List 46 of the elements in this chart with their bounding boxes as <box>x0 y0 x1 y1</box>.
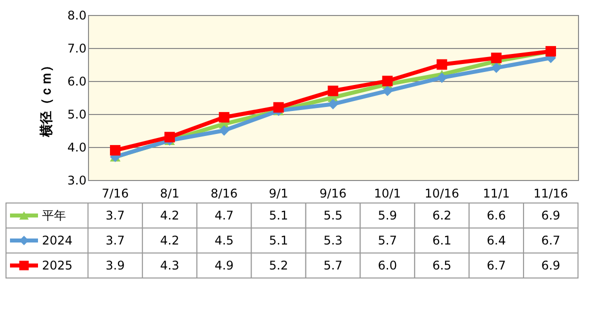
data-label: 4.9 <box>214 258 234 272</box>
data-label: 3.7 <box>106 234 125 248</box>
x-tick-label: 8/1 <box>160 186 180 200</box>
x-tick-label: 11/16 <box>533 186 568 200</box>
data-label: 5.2 <box>269 258 288 272</box>
data-label: 6.7 <box>541 234 560 248</box>
data-label: 5.1 <box>269 234 288 248</box>
data-label: 6.5 <box>432 258 452 272</box>
x-tick-label: 7/16 <box>102 186 129 200</box>
data-label: 5.7 <box>323 258 343 272</box>
data-label: 6.4 <box>486 234 506 248</box>
data-label: 6.1 <box>432 234 452 248</box>
x-tick-label: 10/16 <box>424 186 460 200</box>
data-label: 4.2 <box>160 234 180 248</box>
data-label: 5.1 <box>269 208 288 222</box>
data-label: 6.9 <box>541 208 560 222</box>
data-label: 3.9 <box>106 258 125 272</box>
x-tick-label: 10/1 <box>374 186 401 200</box>
y-tick-label: 4.0 <box>67 140 86 154</box>
data-label: 6.6 <box>486 208 506 222</box>
data-label: 5.9 <box>378 208 397 222</box>
y-tick-label: 6.0 <box>67 74 86 88</box>
data-label: 4.2 <box>160 208 180 222</box>
data-label: 4.3 <box>160 258 180 272</box>
legend-label: 2025 <box>42 258 73 272</box>
data-label: 5.3 <box>323 234 343 248</box>
data-label: 4.7 <box>214 208 234 222</box>
data-label: 5.5 <box>323 208 343 222</box>
x-tick-label: 9/16 <box>320 186 346 200</box>
legend-label: 平年 <box>42 208 66 222</box>
y-tick-label: 5.0 <box>67 108 86 122</box>
y-tick-label: 3.0 <box>67 174 86 188</box>
y-tick-label: 8.0 <box>67 8 86 22</box>
y-tick-label: 7.0 <box>67 42 86 56</box>
data-label: 6.9 <box>541 258 560 272</box>
x-tick-label: 9/1 <box>268 186 288 200</box>
y-axis-title: 横径（ｃｍ） <box>39 59 54 138</box>
legend-label: 2024 <box>42 234 73 248</box>
data-label: 6.2 <box>432 208 452 222</box>
data-label: 6.7 <box>486 258 506 272</box>
data-label: 3.7 <box>106 208 125 222</box>
x-tick-label: 8/16 <box>210 186 238 200</box>
x-tick-label: 11/1 <box>482 186 510 200</box>
data-label: 4.5 <box>214 234 234 248</box>
data-label: 6.0 <box>378 258 397 272</box>
data-label: 5.7 <box>378 234 397 248</box>
